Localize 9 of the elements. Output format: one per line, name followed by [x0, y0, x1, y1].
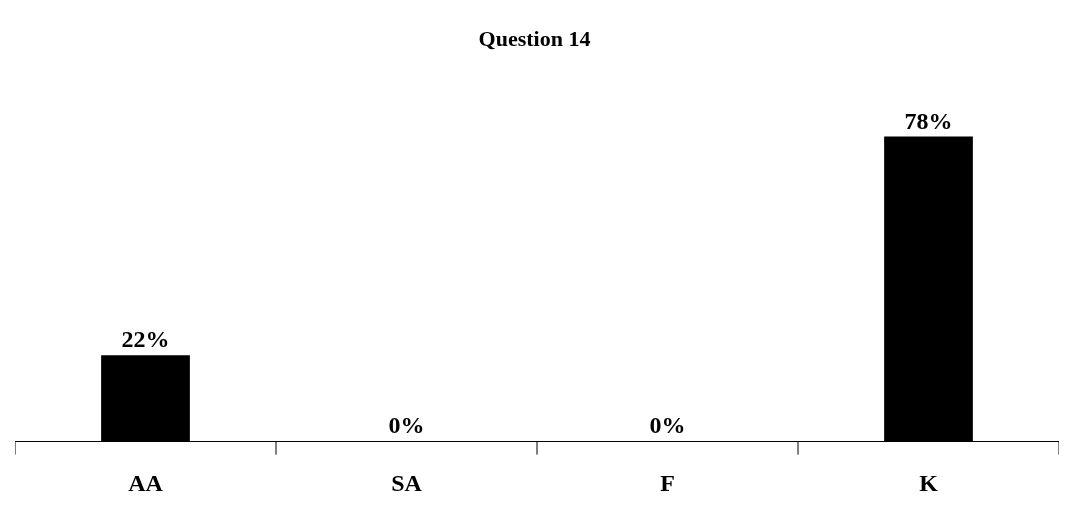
data-label: 0%	[649, 412, 686, 438]
x-tick-label: F	[660, 469, 675, 496]
data-label: 78%	[904, 107, 953, 134]
x-tick-label: AA	[128, 469, 164, 496]
data-label: 0%	[388, 412, 425, 438]
x-tick-label: K	[919, 469, 939, 496]
data-label: 22%	[121, 326, 170, 353]
x-tick-label: SA	[391, 469, 423, 496]
chart-title: Question 14	[478, 26, 591, 52]
